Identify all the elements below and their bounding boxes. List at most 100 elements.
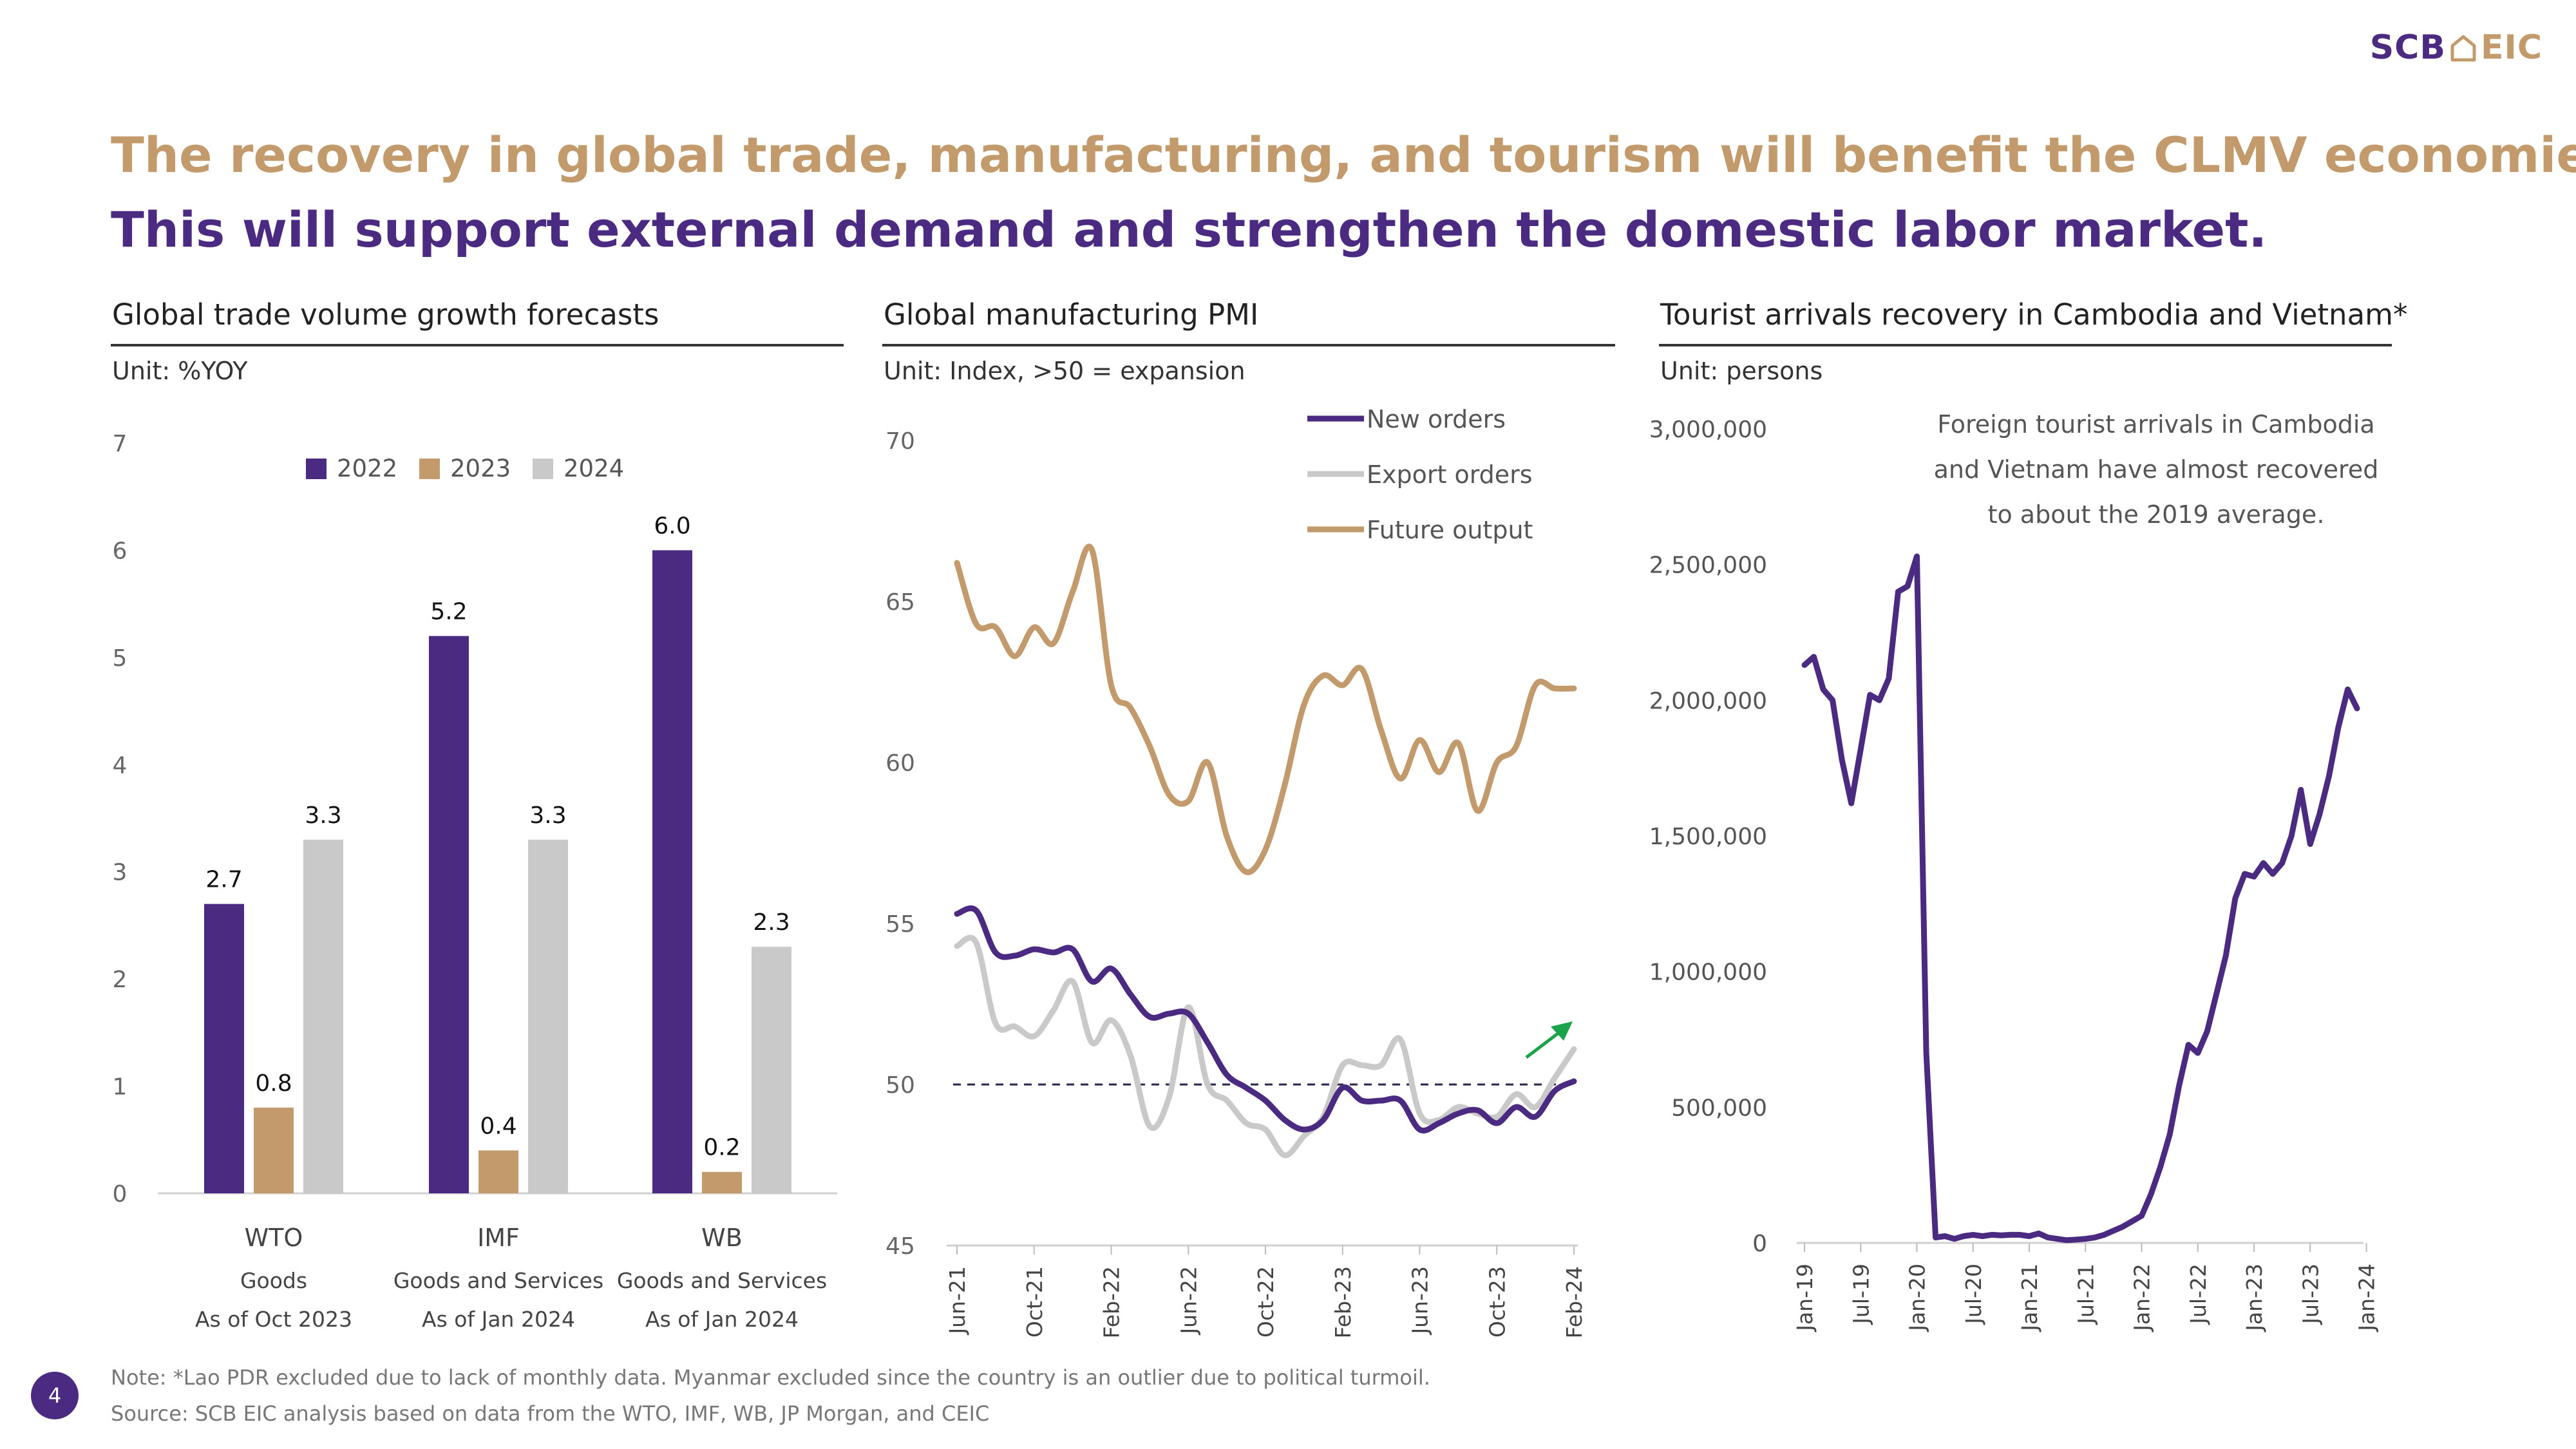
pmi-xtick-label: Jun-22 [1176,1266,1201,1335]
house-icon [2450,35,2476,62]
pmi-ytick-label: 45 [886,1233,915,1260]
trade-ytick-label: 7 [113,431,128,457]
tour-ytick-label: 2,000,000 [1649,688,1767,714]
trade-growth-bar-chart: 0 1 2 3 4 5 6 7 2.7 5.2 6.0 0.8 0.4 0.2 3.3 3.3 2.3 WTO Go… [113,431,837,1332]
trade-bar-2023-WTO [254,1107,294,1193]
headline-line1: The recovery in global trade, manufactur… [111,126,2576,184]
pmi-ytick-label: 70 [886,428,915,455]
trade-panel-title: Global trade volume growth forecasts [112,298,659,332]
tour-xtick-label: Jul-22 [2186,1264,2211,1325]
tour-xtick-label: Jan-22 [2130,1264,2155,1332]
trade-legend-swatch-2023 [419,459,440,479]
trade-category-sublabel: Goods [240,1268,307,1293]
tour-ytick-label: 1,000,000 [1649,960,1767,986]
trade-panel-unit: Unit: %YOY [112,357,248,385]
tour-xtick-label: Jul-19 [1848,1264,1873,1325]
tour-annotation-text: to about the 2019 average. [1988,500,2325,529]
tour-xtick-label: Jan-21 [2017,1264,2042,1332]
pmi-line-future-output [954,544,1577,875]
trade-category-sublabel: Goods and Services [393,1268,603,1293]
pmi-xtick-label: Feb-24 [1562,1266,1587,1338]
pmi-xtick-label: Oct-23 [1484,1266,1510,1338]
trade-category-sublabel: Goods and Services [617,1268,827,1293]
pmi-legend-label: New orders [1367,405,1506,433]
tour-xtick-label: Jul-20 [1961,1264,1986,1325]
trade-bar-2024-WB [752,947,791,1193]
trade-category-sublabel: As of Jan 2024 [645,1307,799,1332]
pmi-xtick-label: Feb-22 [1099,1266,1124,1338]
logo-scb-text: SCB [2369,28,2446,67]
logo-eic-text: EIC [2480,28,2543,67]
pmi-xtick-label: Feb-23 [1331,1266,1356,1338]
pmi-panel-title: Global manufacturing PMI [884,298,1259,332]
pmi-line-new-orders [954,905,1577,1133]
trade-legend-label: 2023 [450,455,511,482]
trade-bar-2024-WTO [303,839,343,1193]
trade-bar-2022-IMF [429,636,469,1193]
trade-bar-value-label: 2.7 [205,867,242,893]
pmi-line-export-orders [954,934,1577,1159]
trade-bar-value-label: 0.4 [480,1113,516,1139]
tour-ytick-label: 1,500,000 [1649,824,1767,850]
trade-ytick-label: 2 [113,967,128,993]
trade-bar-value-label: 3.3 [305,802,341,829]
trade-ytick-label: 5 [113,645,128,672]
trade-legend-label: 2024 [564,455,624,482]
headline-line2: This will support external demand and st… [111,201,2268,258]
pmi-legend-label: Future output [1367,516,1533,544]
trade-bar-value-label: 5.2 [430,599,467,625]
pmi-xtick-label: Oct-22 [1253,1266,1278,1338]
pmi-xtick-label: Jun-23 [1408,1266,1433,1335]
tour-xtick-label: Jan-24 [2354,1264,2380,1332]
pmi-ytick-label: 55 [886,911,915,938]
tourism-panel-rule [1659,344,2392,346]
tour-arrivals-line [1801,553,2360,1244]
trade-panel-rule [111,344,844,346]
tourism-line-chart: 0 500,000 1,000,000 1,500,000 2,000,000 2,500… [1649,410,2380,1332]
page-number-badge: 4 [31,1372,79,1419]
trade-bar-2022-WB [652,550,692,1193]
trade-category-label: WTO [245,1224,303,1252]
pmi-legend-label: Export orders [1367,460,1533,489]
tour-xtick-label: Jan-20 [1905,1264,1930,1332]
trade-bar-2023-IMF [478,1150,518,1193]
trade-bar-2022-WTO [204,904,244,1193]
trade-ytick-label: 6 [113,538,128,564]
trade-ytick-label: 1 [113,1074,128,1101]
tourism-panel-title: Tourist arrivals recovery in Cambodia an… [1660,298,2408,332]
source-note: Source: SCB EIC analysis based on data f… [111,1401,990,1426]
trade-ytick-label: 0 [113,1181,128,1208]
trade-bar-2023-WB [702,1171,742,1193]
trade-ytick-label: 4 [113,752,128,779]
pmi-xtick-label: Oct-21 [1022,1266,1047,1338]
tour-ytick-label: 2,500,000 [1649,553,1767,579]
trade-bar-value-label: 3.3 [529,802,566,829]
pmi-ytick-label: 50 [886,1072,915,1099]
footnote: Note: *Lao PDR excluded due to lack of m… [111,1365,1430,1390]
trade-category-sublabel: As of Oct 2023 [195,1307,352,1332]
tour-annotation-text: Foreign tourist arrivals in Cambodia [1937,410,2374,439]
trade-legend-label: 2022 [337,455,397,482]
pmi-line-chart: 45 50 55 60 65 70 Jun-21 Oct-21 Feb-22 Jun-22 Oct-… [886,405,1587,1338]
tour-annotation-text: and Vietnam have almost recovered [1934,455,2379,484]
pmi-panel-rule [882,344,1615,346]
tour-xtick-label: Jul-21 [2073,1264,2098,1325]
trade-bar-2024-IMF [528,839,568,1193]
trade-bar-value-label: 0.8 [255,1070,292,1097]
trade-category-sublabel: As of Jan 2024 [422,1307,575,1332]
trade-category-label: IMF [477,1224,520,1252]
tour-ytick-label: 3,000,000 [1649,417,1767,443]
tour-xtick-label: Jul-23 [2298,1264,2323,1325]
tour-ytick-label: 0 [1752,1231,1767,1257]
trade-bar-value-label: 2.3 [753,909,790,936]
trade-category-label: WB [701,1224,743,1252]
trade-legend-swatch-2022 [306,459,327,479]
tourism-panel-unit: Unit: persons [1660,357,1823,385]
pmi-upward-arrow-head [1551,1021,1573,1041]
pmi-ytick-label: 65 [886,589,915,616]
tour-ytick-label: 500,000 [1671,1095,1767,1121]
pmi-panel-unit: Unit: Index, >50 = expansion [884,357,1245,385]
pmi-ytick-label: 60 [886,750,915,777]
tour-xtick-label: Jan-19 [1792,1264,1817,1332]
tour-xtick-label: Jan-23 [2242,1264,2267,1332]
